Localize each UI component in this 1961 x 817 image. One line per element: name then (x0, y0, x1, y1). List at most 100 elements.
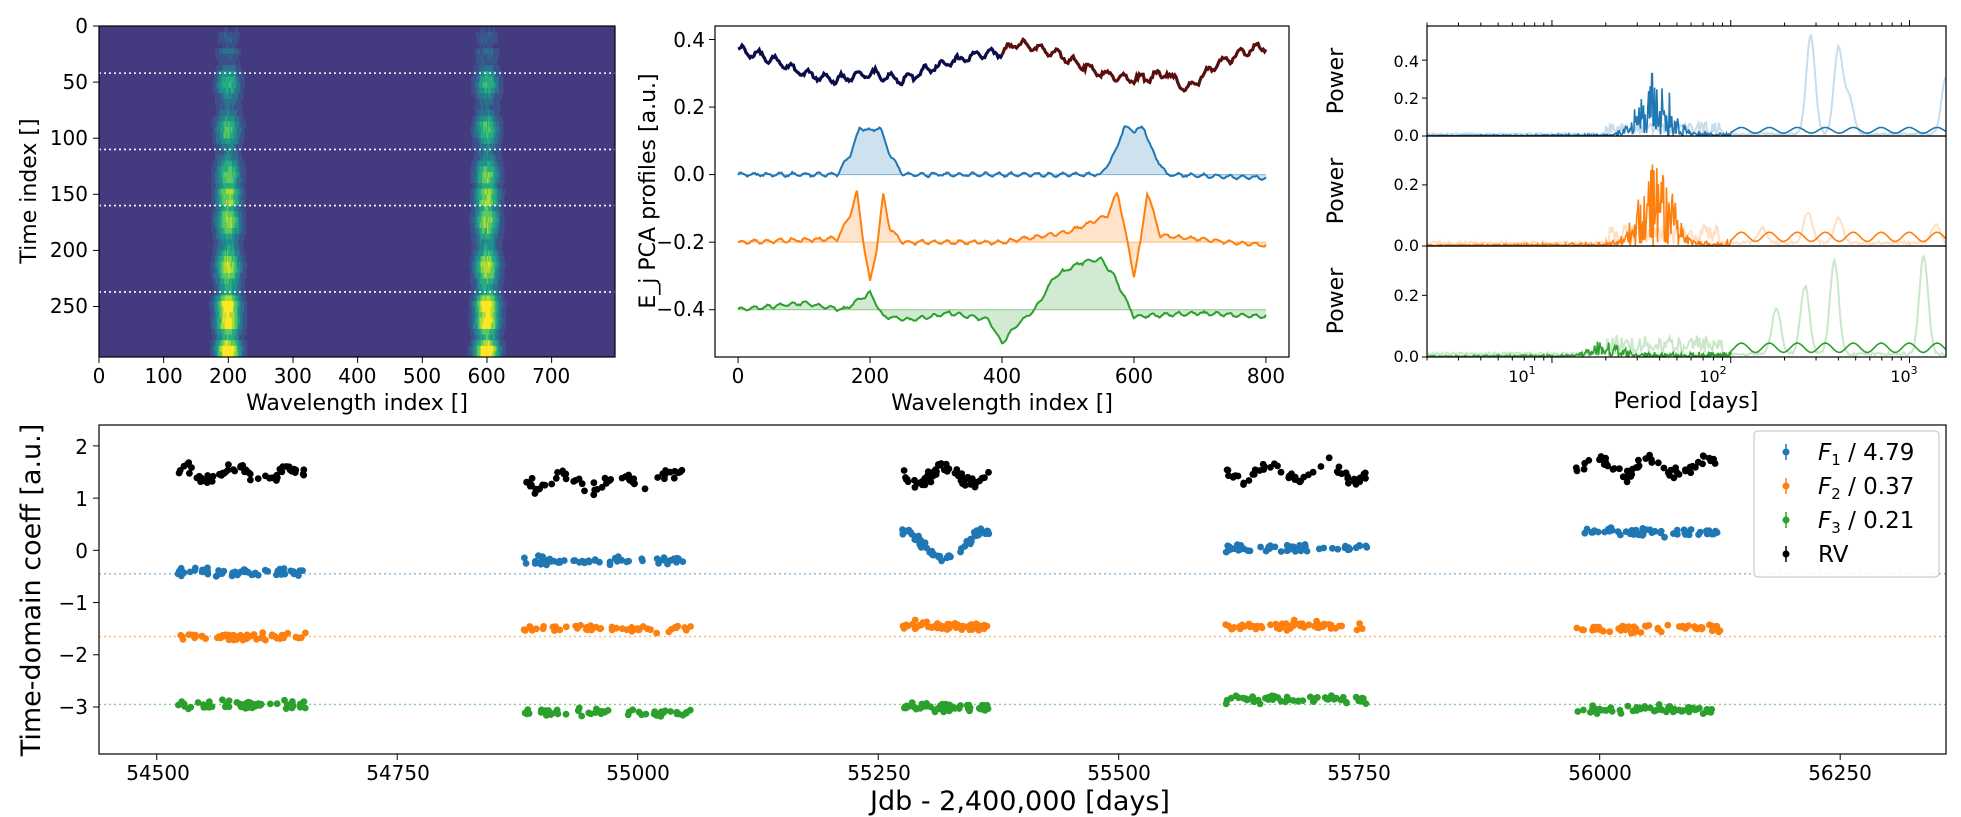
heatmap-cell (494, 87, 497, 94)
td-point (1239, 694, 1247, 702)
heatmap-cell (241, 211, 244, 218)
heatmap-cell (494, 115, 497, 122)
td-point (1631, 628, 1639, 636)
heatmap-cell (486, 244, 489, 252)
heatmap-cell (485, 351, 488, 357)
td-point (254, 475, 262, 482)
heatmap-cell (478, 183, 481, 190)
heatmap-cell (213, 76, 216, 83)
heatmap-cell (216, 284, 219, 291)
heatmap-cell (480, 42, 483, 50)
heatmap-cell (472, 284, 475, 291)
heatmap-cell (467, 345, 470, 352)
heatmap-cell (471, 216, 474, 223)
heatmap-cell (240, 183, 243, 190)
heatmap-cell (483, 183, 486, 190)
td-point (1691, 706, 1699, 714)
heatmap-cell (239, 70, 242, 78)
heatmap-cell (472, 115, 475, 122)
heatmap-cell (483, 233, 486, 240)
heatmap-cell (233, 93, 235, 100)
heatmap-cell (217, 227, 220, 235)
heatmap-cell (483, 93, 486, 100)
periodogram-top-frame (1426, 25, 1947, 137)
heatmap-cell (219, 233, 222, 240)
heatmap-cell (478, 244, 481, 252)
heatmap-cell (491, 177, 494, 184)
heatmap-cell (221, 98, 223, 106)
heatmap-cell (499, 70, 501, 78)
heatmap-cell (227, 155, 229, 162)
heatmap-cell (493, 121, 495, 128)
heatmap-cell (228, 132, 231, 139)
heatmap-cell (211, 300, 214, 308)
td-point (562, 710, 570, 718)
heatmap-cell (477, 278, 480, 285)
heatmap-cell (221, 37, 223, 44)
heatmap-cell (471, 250, 474, 257)
td-point (591, 486, 599, 494)
heatmap-cell (230, 183, 233, 190)
heatmap-cell (236, 340, 239, 347)
heatmap-cell (501, 205, 504, 212)
heatmap-cell (499, 188, 501, 195)
heatmap-cell (488, 155, 490, 162)
heatmap-cell (229, 328, 232, 336)
heatmap-cell (233, 261, 235, 268)
heatmap-cell (484, 272, 487, 280)
heatmap-cell (239, 317, 242, 324)
td-point (233, 699, 241, 706)
heatmap-cell (469, 177, 472, 184)
heatmap-cell (501, 300, 504, 308)
td-point (547, 558, 554, 565)
heatmap-cell (477, 239, 480, 246)
heatmap-cell (221, 233, 223, 240)
heatmap-cell (222, 48, 225, 55)
heatmap-cell (228, 76, 231, 83)
heatmap-cell (479, 177, 482, 184)
heatmap-cell (474, 328, 477, 336)
heatmap-cell (485, 199, 488, 207)
heatmap-cell (241, 272, 244, 280)
heatmap-cell (495, 267, 498, 274)
heatmap-cell (234, 82, 237, 89)
heatmap-cell (213, 256, 216, 263)
heatmap-cell (495, 121, 498, 128)
heatmap-cell (211, 171, 214, 179)
td-point (638, 555, 646, 563)
heatmap-cell (214, 211, 217, 218)
heatmap-cell (222, 171, 225, 179)
td-point (1617, 710, 1625, 717)
heatmap-cell (244, 312, 246, 319)
heatmap-cell (499, 256, 501, 263)
heatmap-cell (488, 306, 490, 313)
heatmap-cell (236, 317, 239, 324)
heatmap-cell (482, 222, 484, 229)
heatmap-cell (234, 334, 237, 341)
heatmap-cell (486, 93, 489, 100)
heatmap-cell (219, 345, 222, 352)
heatmap-cell (476, 54, 478, 61)
heatmap-cell (483, 171, 486, 179)
heatmap-cell (229, 267, 232, 274)
heatmap-cell (218, 87, 221, 94)
heatmap-cell (480, 222, 483, 229)
heatmap-xlabel: Wavelength index [] (246, 391, 468, 416)
td-point (554, 469, 561, 476)
heatmap-cell (484, 177, 487, 184)
heatmap-cell (241, 239, 244, 246)
heatmap-cell (218, 65, 221, 72)
heatmap-cell (227, 233, 229, 240)
heatmap-cell (225, 199, 228, 207)
heatmap-cell (489, 239, 492, 246)
heatmap-cell (494, 54, 497, 61)
heatmap-cell (222, 121, 225, 128)
heatmap-cell (477, 334, 480, 341)
heatmap-cell (241, 278, 244, 285)
heatmap-cell (229, 239, 232, 246)
heatmap-cell (500, 70, 503, 78)
heatmap-cell (494, 177, 497, 184)
heatmap-cell (222, 104, 225, 111)
heatmap-cell (229, 295, 232, 302)
td-point (653, 712, 661, 719)
